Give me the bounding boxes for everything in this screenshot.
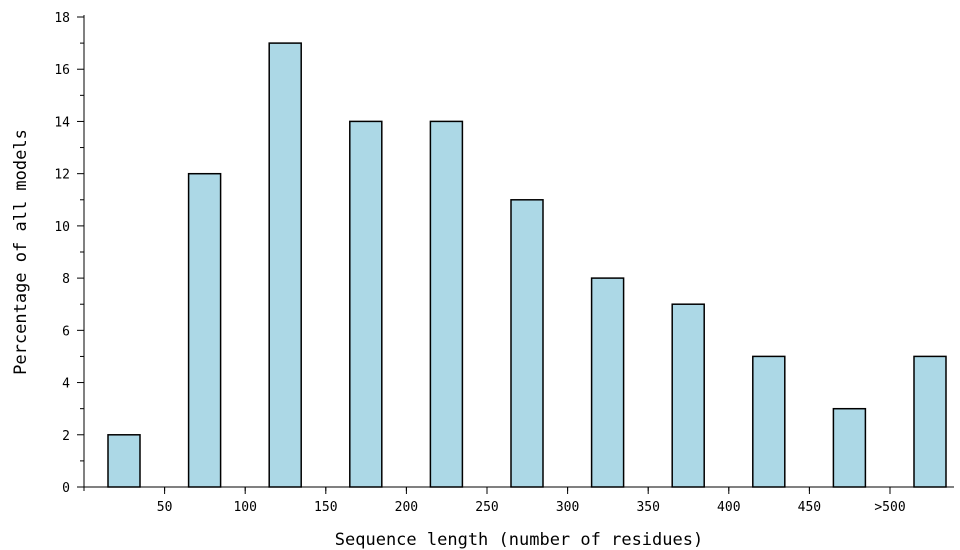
x-tick-label: 200 (395, 500, 418, 515)
x-tick-label: 100 (233, 500, 256, 515)
y-tick-label: 6 (62, 324, 70, 339)
x-tick-label: >500 (874, 500, 905, 515)
y-tick-label: 10 (54, 220, 70, 235)
bar (429, 120, 464, 488)
bar (268, 42, 302, 488)
bar (107, 434, 141, 488)
bar (752, 355, 786, 488)
bars-group (107, 42, 947, 488)
x-tick-label: 350 (636, 500, 659, 515)
y-axis-title: Percentage of all models (11, 129, 31, 375)
x-tick-label: 400 (717, 500, 740, 515)
x-tick-label: 250 (475, 500, 498, 515)
y-tick-label: 12 (54, 168, 70, 183)
y-tick-label: 14 (54, 115, 70, 130)
x-tick-label: 450 (798, 500, 821, 515)
x-tick-label: 150 (314, 500, 337, 515)
bar (671, 303, 705, 488)
bar (187, 172, 222, 488)
y-tick-label: 16 (54, 63, 70, 78)
x-axis-title: Sequence length (number of residues) (335, 530, 703, 550)
y-ticks-group: 0 2 4 6 8 10 12 14 16 18 (54, 11, 84, 496)
y-tick-label: 2 (62, 429, 70, 444)
x-tick-label: 300 (556, 500, 579, 515)
bar (510, 199, 544, 488)
bar (832, 407, 867, 488)
x-tick-label: 50 (157, 500, 173, 515)
bar (590, 277, 625, 488)
y-tick-label: 18 (54, 11, 70, 26)
bar (913, 355, 947, 488)
y-tick-label: 4 (62, 377, 70, 392)
y-tick-label: 0 (62, 481, 70, 496)
y-tick-label: 8 (62, 272, 70, 287)
x-ticks-group: 50 100 150 200 250 300 350 400 450 >500 (83, 487, 906, 515)
bar (349, 120, 383, 488)
